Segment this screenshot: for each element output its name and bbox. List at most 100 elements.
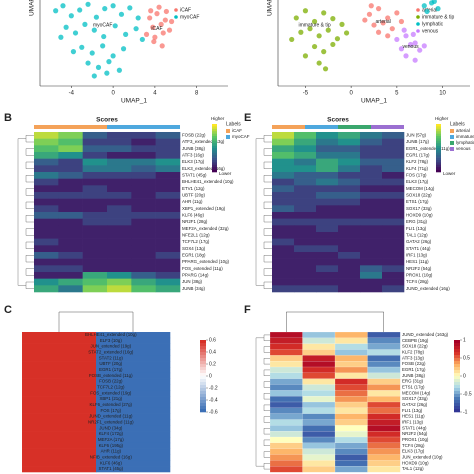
colorbar bbox=[212, 155, 217, 158]
colorbar bbox=[200, 340, 206, 344]
heat-cell bbox=[34, 252, 59, 259]
heat-cell bbox=[294, 205, 317, 213]
heat-cell bbox=[272, 225, 295, 233]
column-annotation bbox=[272, 125, 305, 129]
heat-cell bbox=[22, 407, 97, 414]
heat-cell bbox=[82, 265, 108, 273]
heat-cell bbox=[360, 272, 383, 279]
colorbar bbox=[200, 376, 206, 380]
x-tick-label: 0 bbox=[349, 91, 353, 97]
heat-cell bbox=[34, 245, 59, 253]
panel-label: F bbox=[244, 304, 251, 316]
heat-cell bbox=[58, 198, 83, 206]
annotation: arterial bbox=[375, 19, 390, 25]
colorbar bbox=[454, 406, 460, 410]
point bbox=[330, 41, 336, 48]
heat-cell bbox=[334, 442, 368, 450]
heat-cell bbox=[269, 349, 303, 356]
heat-cell bbox=[302, 448, 336, 455]
point bbox=[375, 5, 382, 12]
legend-label: immature & tip bbox=[456, 134, 474, 139]
heat-cell bbox=[382, 278, 405, 286]
heat-cell bbox=[367, 436, 401, 444]
heat-cell bbox=[155, 212, 181, 219]
point bbox=[120, 46, 127, 52]
heat-cell bbox=[107, 252, 132, 259]
point bbox=[410, 31, 416, 37]
colorbar bbox=[436, 138, 441, 142]
colorbar bbox=[436, 145, 441, 149]
row-label: SOX18 (22g) bbox=[406, 192, 432, 197]
heat-cell bbox=[294, 172, 317, 179]
heat-cell bbox=[294, 258, 317, 266]
heat-cell bbox=[155, 152, 181, 159]
row-label: FOS (17g) bbox=[406, 172, 427, 177]
row-label: FOS_extended (19g) bbox=[90, 390, 132, 395]
heat-cell bbox=[155, 192, 181, 199]
point bbox=[424, 8, 430, 15]
heat-cell bbox=[58, 152, 83, 159]
heat-cell bbox=[334, 337, 368, 345]
row-label: ELK3_extended (16g) bbox=[182, 166, 225, 171]
point bbox=[72, 30, 79, 36]
dendrogram bbox=[263, 241, 272, 249]
heat-cell bbox=[334, 396, 368, 403]
dendrogram bbox=[255, 337, 264, 467]
colorbar bbox=[436, 157, 441, 161]
heat-cell bbox=[155, 245, 181, 253]
heat-cell bbox=[367, 407, 401, 415]
heat-cell bbox=[131, 212, 156, 219]
heat-cell bbox=[82, 192, 108, 199]
heat-cell bbox=[34, 238, 59, 246]
legend-swatch bbox=[416, 15, 420, 19]
heat-cell bbox=[272, 198, 295, 206]
heat-cell bbox=[316, 252, 339, 259]
legend-label: venous bbox=[456, 146, 471, 151]
row-label: TCF4 (28g) bbox=[406, 279, 429, 284]
heat-cell bbox=[334, 407, 368, 415]
heat-cell bbox=[82, 225, 108, 233]
heat-cell bbox=[316, 265, 339, 273]
row-label: IRF1 (13g) bbox=[402, 420, 424, 425]
heat-cell bbox=[382, 145, 405, 153]
annotation: iCAF bbox=[151, 26, 162, 32]
heat-cell bbox=[22, 448, 97, 455]
colorbar bbox=[212, 162, 217, 166]
heat-cell bbox=[272, 192, 295, 199]
x-tick-label: 0 bbox=[111, 91, 115, 97]
row-label: IRF1 (13g) bbox=[406, 252, 428, 257]
legend-swatch bbox=[226, 129, 230, 133]
heat-cell bbox=[367, 442, 401, 450]
point bbox=[385, 33, 391, 39]
legend-swatch bbox=[416, 8, 420, 12]
row-label: JUN (57g) bbox=[406, 132, 427, 137]
heat-cell bbox=[107, 192, 132, 199]
heat-cell bbox=[334, 425, 368, 432]
colorbar bbox=[200, 397, 206, 401]
row-label: FLI1 (13g) bbox=[402, 408, 423, 413]
heat-cell bbox=[338, 285, 361, 293]
colorbar bbox=[212, 136, 217, 139]
heat-cell bbox=[294, 265, 317, 273]
legend-swatch bbox=[416, 22, 420, 26]
heat-cell bbox=[338, 278, 361, 286]
heat-cell bbox=[82, 232, 108, 239]
legend-swatch bbox=[226, 135, 230, 139]
point bbox=[68, 13, 74, 19]
colorbar bbox=[454, 355, 460, 359]
heat-cell bbox=[360, 278, 383, 286]
colorbar-tick-label: 1 bbox=[463, 337, 466, 343]
heat-cell bbox=[367, 384, 401, 391]
colorbar bbox=[200, 373, 206, 377]
row-label: JUND (34g) bbox=[99, 425, 123, 430]
dendrogram bbox=[263, 381, 270, 388]
point bbox=[160, 30, 166, 36]
heat-cell bbox=[131, 252, 156, 259]
heat-cell bbox=[334, 366, 368, 374]
heat-cell bbox=[96, 337, 171, 344]
point bbox=[316, 33, 322, 39]
point bbox=[77, 7, 83, 13]
heat-cell bbox=[338, 205, 361, 213]
heat-cell bbox=[269, 431, 303, 438]
point bbox=[321, 49, 327, 55]
